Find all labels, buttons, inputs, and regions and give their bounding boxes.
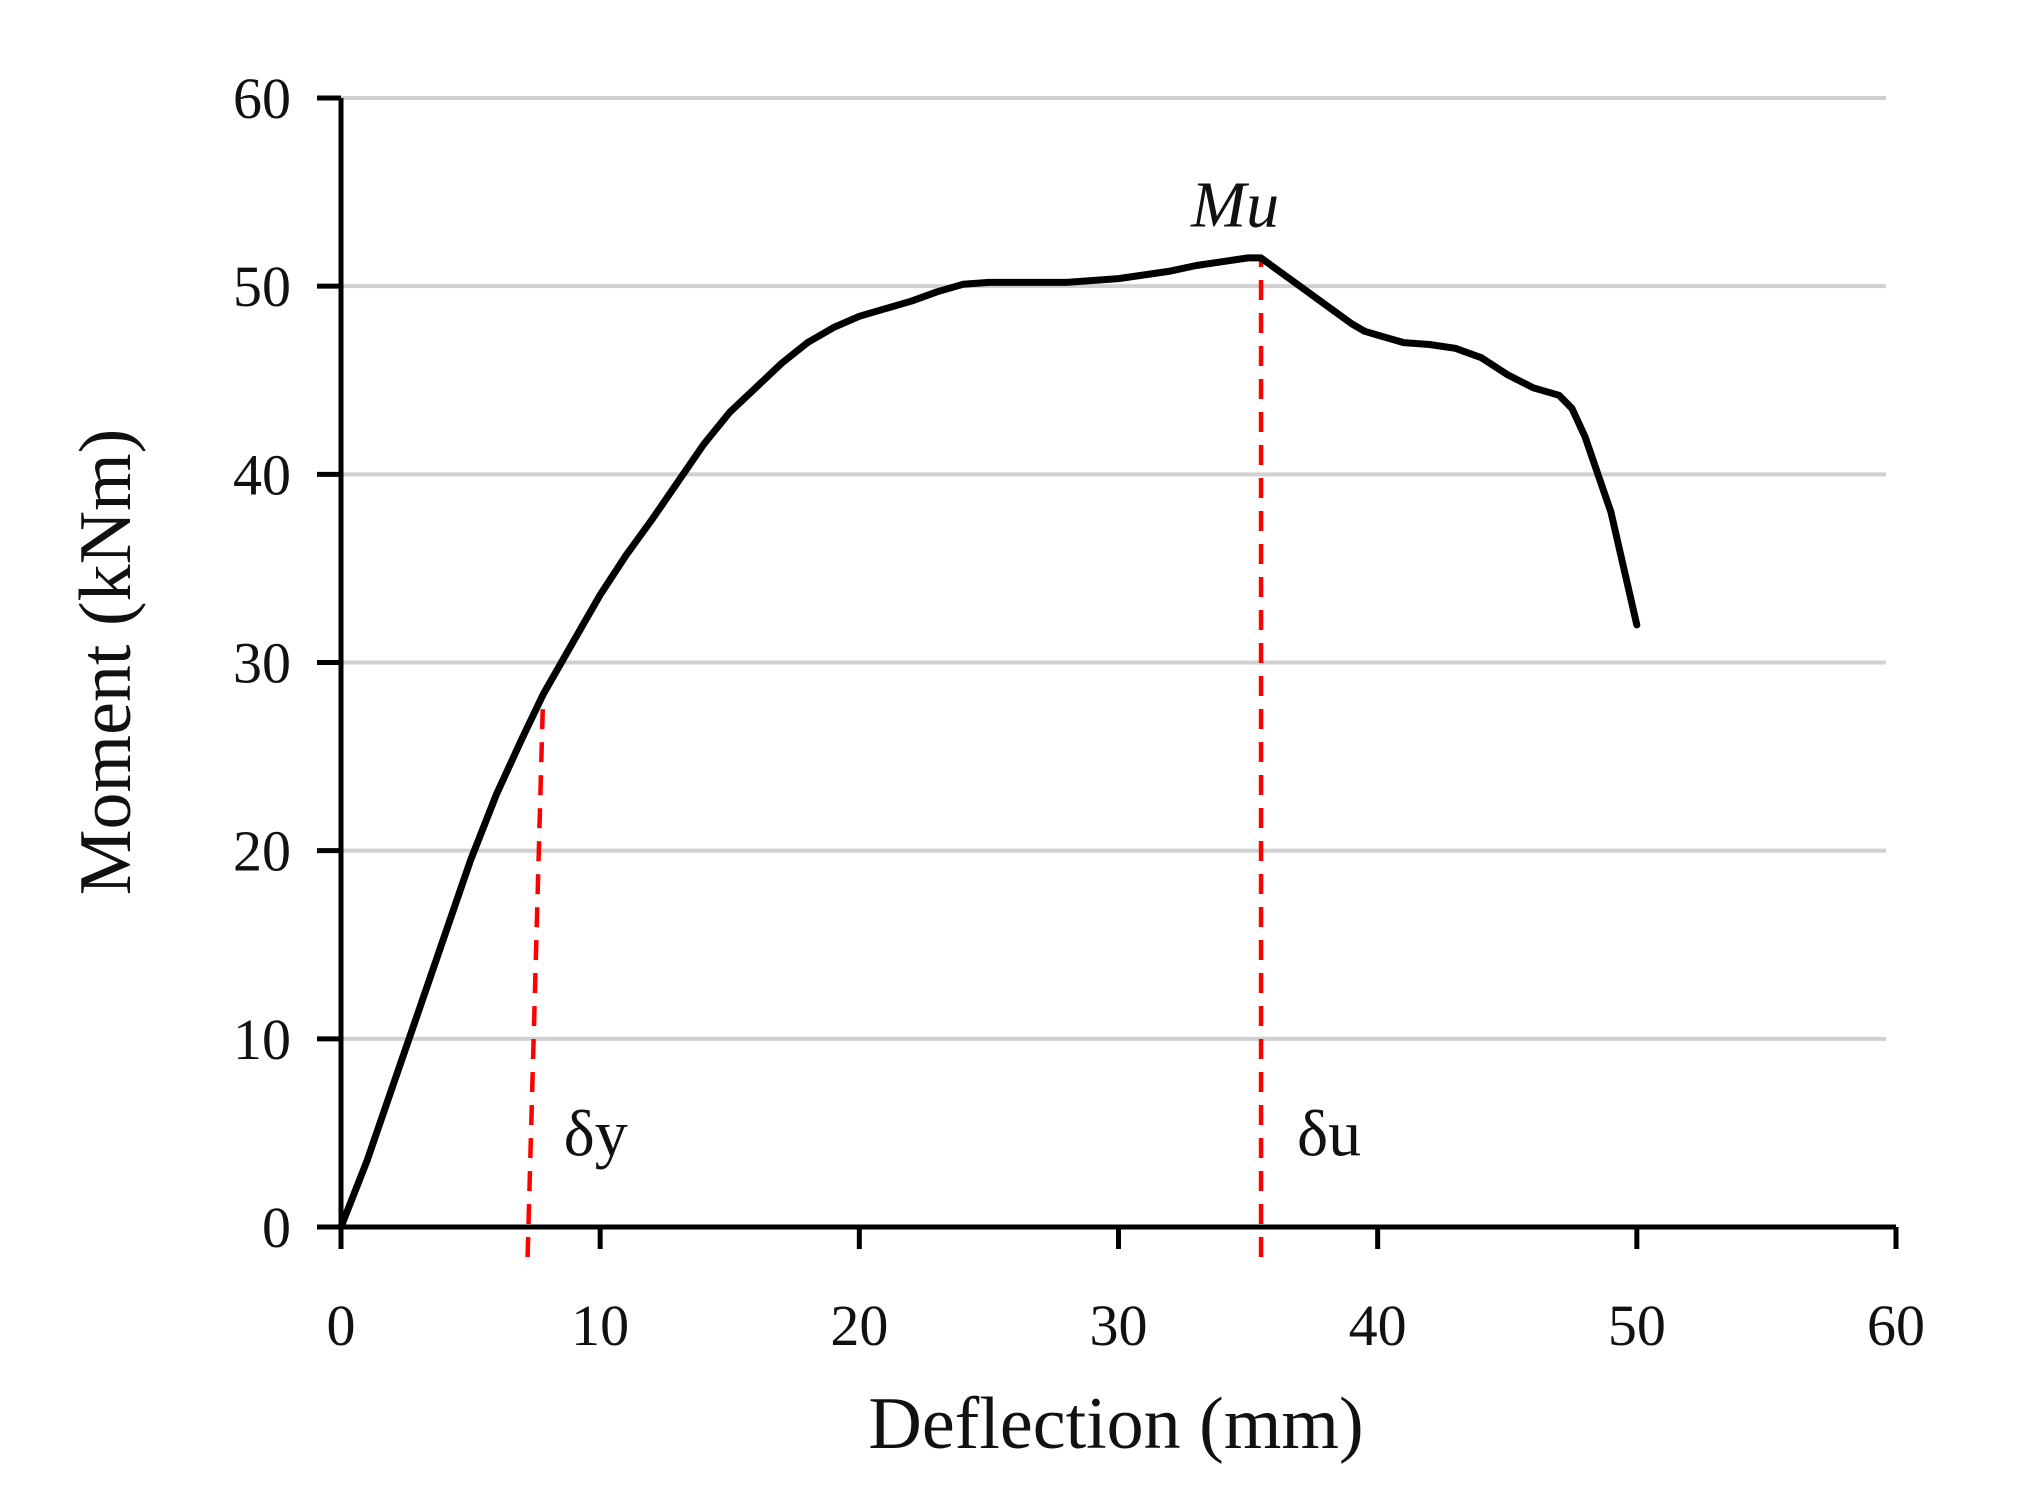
tick-labels: 0 10 20 30 40 50 60 0 10 20 30 40 50 60 xyxy=(233,66,1925,1358)
reference-line-delta-y xyxy=(525,694,546,1258)
y-axis-title: Moment (kNm) xyxy=(65,429,147,896)
y-tick-label-20: 20 xyxy=(233,819,291,884)
y-tick-label-60: 60 xyxy=(233,66,291,131)
x-tick-label-30: 30 xyxy=(1090,1293,1148,1358)
y-tick-label-50: 50 xyxy=(233,254,291,319)
y-tick-label-0: 0 xyxy=(262,1195,291,1260)
x-tick-label-10: 10 xyxy=(571,1293,629,1358)
x-tick-label-40: 40 xyxy=(1349,1293,1407,1358)
annotation-mu: Mu xyxy=(1190,168,1279,241)
annotations: Mu δy δu xyxy=(564,168,1362,1170)
series-group xyxy=(337,254,1641,1231)
axes xyxy=(317,95,1899,1249)
annotation-delta-u: δu xyxy=(1297,1097,1361,1170)
annotation-delta-y: δy xyxy=(564,1097,628,1170)
x-tick-label-0: 0 xyxy=(327,1293,356,1358)
y-tick-label-40: 40 xyxy=(233,442,291,507)
y-tick-label-10: 10 xyxy=(233,1007,291,1072)
x-tick-label-20: 20 xyxy=(830,1293,888,1358)
y-tick-label-30: 30 xyxy=(233,631,291,696)
x-tick-label-60: 60 xyxy=(1867,1293,1925,1358)
reference-lines xyxy=(525,257,1264,1258)
x-tick-label-50: 50 xyxy=(1608,1293,1666,1358)
gridlines xyxy=(341,96,1886,1041)
series-line-0 xyxy=(337,254,1641,1231)
x-axis-title: Deflection (mm) xyxy=(868,1383,1363,1465)
